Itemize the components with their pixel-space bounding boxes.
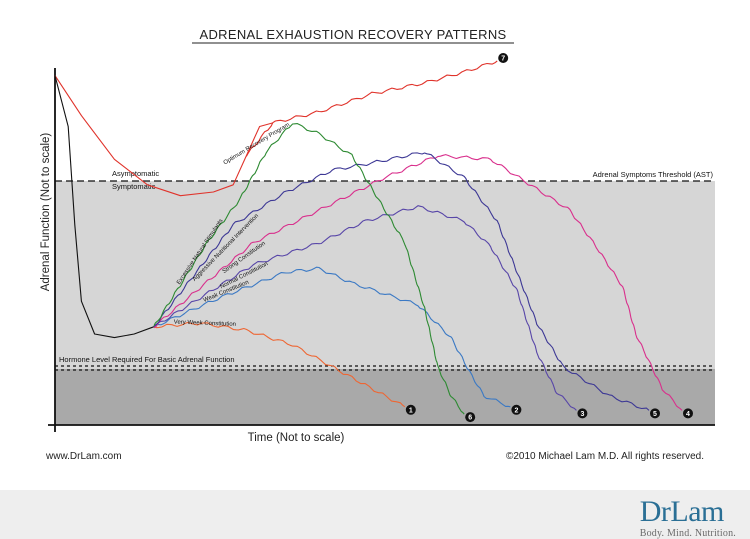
series-marker-number-1: 1 [409, 407, 413, 414]
asymptomatic-label: Asymptomatic [112, 169, 159, 178]
drlam-logo[interactable]: DrLam Body. Mind. Nutrition. [640, 497, 736, 539]
footer-band [0, 490, 750, 539]
series-line-5 [153, 152, 650, 411]
initial-decline-curve [54, 75, 273, 197]
series-line-3 [153, 205, 577, 411]
series-marker-number-6: 6 [468, 415, 472, 422]
series-marker-5 [650, 408, 660, 419]
recovery-patterns-chart: ADRENAL EXHAUSTION RECOVERY PATTERNS Adr… [40, 27, 715, 462]
series-label-7: Optimum Recovery Program [223, 122, 291, 166]
series-marker-number-5: 5 [653, 411, 657, 418]
series-label-1: Very Week Constitution [174, 319, 236, 327]
chart-title: ADRENAL EXHAUSTION RECOVERY PATTERNS [200, 27, 507, 42]
series-marker-3 [577, 408, 588, 419]
series-marker-number-7: 7 [501, 56, 505, 63]
series-marker-number-3: 3 [580, 411, 584, 418]
series-marker-4 [683, 408, 693, 419]
series-marker-number-2: 2 [514, 407, 518, 414]
x-axis-label: Time (Not to scale) [248, 432, 345, 444]
series-marker-1 [405, 404, 416, 415]
basic-function-zone [55, 369, 715, 425]
ast-threshold-label: Adrenal Symptoms Threshold (AST) [593, 170, 714, 179]
series-line-7 [245, 60, 498, 157]
symptomatic-label: Symptomatic [112, 182, 156, 191]
y-axis-label: Adrenal Function (Not to scale) [40, 133, 52, 292]
website-text: www.DrLam.com [45, 451, 122, 462]
logo-wordmark: DrLam [639, 495, 725, 528]
logo-tagline: Body. Mind. Nutrition. [639, 528, 736, 539]
series-marker-2 [511, 404, 522, 415]
basic-function-label: Hormone Level Required For Basic Adrenal… [59, 355, 235, 364]
copyright-text: ©2010 Michael Lam M.D. All rights reserv… [506, 451, 704, 462]
series-layer [54, 60, 683, 415]
series-marker-layer: 1 2 3 4 5 6 7 [405, 53, 693, 423]
series-line-2 [153, 266, 511, 408]
crash-curve [54, 75, 155, 339]
series-line-6 [153, 123, 465, 415]
series-marker-6 [465, 412, 476, 423]
series-line-4 [153, 154, 683, 411]
series-line-1 [153, 321, 406, 408]
series-marker-number-4: 4 [686, 411, 690, 418]
series-marker-7 [498, 53, 509, 63]
